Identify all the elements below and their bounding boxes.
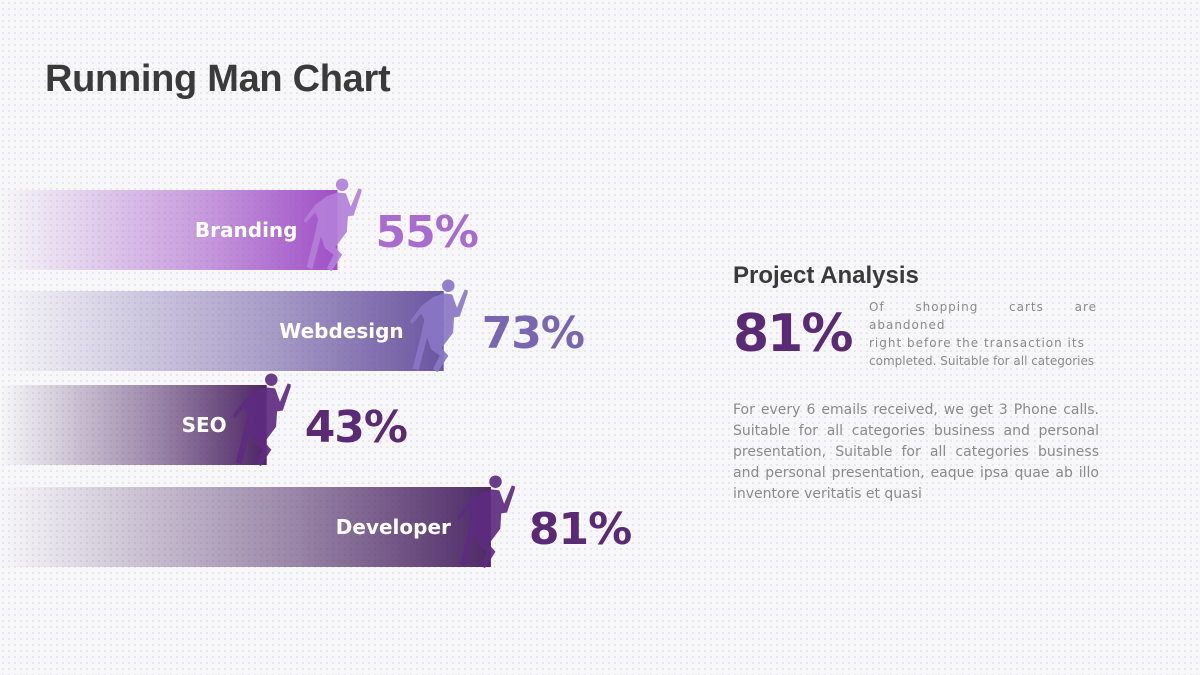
bar-developer <box>0 487 491 567</box>
stat-desc-line: completed. Suitable for all categories <box>869 354 1095 368</box>
analysis-heading: Project Analysis <box>733 262 919 289</box>
bar-value-label: 55% <box>376 207 478 258</box>
bar-webdesign <box>0 291 444 371</box>
stat-desc-line: Of shopping carts are abandoned <box>869 300 1097 332</box>
bar-category-label: SEO <box>182 413 227 437</box>
bar-branding <box>0 190 338 270</box>
stat-value: 81% <box>733 304 853 364</box>
bar-value-label: 43% <box>305 402 407 453</box>
bar-value-label: 73% <box>482 308 584 359</box>
stat-row: 81% Of shopping carts are abandoned righ… <box>733 298 1113 370</box>
stat-desc-line: right before the transaction its <box>869 336 1085 350</box>
slide-title: Running Man Chart <box>45 58 391 100</box>
bars-layer: Branding 55% Webdesign 73% SEO 43% Developer 81… <box>0 178 632 569</box>
bar-seo <box>0 385 267 465</box>
running-man-chart: Branding 55% Webdesign 73% SEO 43% Developer 81… <box>0 178 632 569</box>
bar-category-label: Developer <box>336 515 451 539</box>
bar-category-label: Branding <box>195 218 298 242</box>
stat-description: Of shopping carts are abandoned right be… <box>869 298 1097 370</box>
project-analysis-panel: Project Analysis 81% Of shopping carts a… <box>733 262 1113 505</box>
analysis-body-text: For every 6 emails received, we get 3 Ph… <box>733 402 1099 502</box>
bar-category-label: Webdesign <box>279 319 403 343</box>
bar-value-label: 81% <box>529 504 631 555</box>
